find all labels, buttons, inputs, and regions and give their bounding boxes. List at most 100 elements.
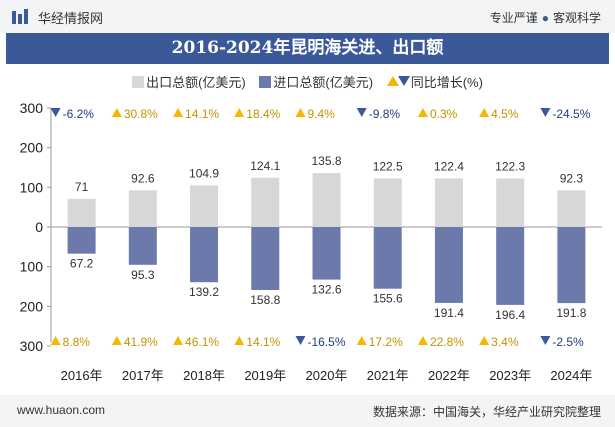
export-growth-down-arrow-icon <box>50 108 61 117</box>
import-growth-label: 17.2% <box>369 335 403 349</box>
export-growth-up-arrow-icon <box>295 108 306 117</box>
slogan-objective: 客观科学 <box>552 11 601 25</box>
import-bar <box>67 227 96 254</box>
import-value-label: 155.6 <box>373 292 403 306</box>
export-value-label: 122.4 <box>434 159 464 173</box>
export-growth-up-arrow-icon <box>111 108 122 117</box>
import-value-label: 67.2 <box>70 257 94 271</box>
y-tick-label: 200 <box>20 140 44 156</box>
chart-plot: 300 200 100 0 100 200 300 71 67.2 2016年 -6.2% 8.8% 9… <box>20 100 602 383</box>
import-bar <box>373 227 402 289</box>
export-growth-down-arrow-icon <box>540 108 551 117</box>
import-bar <box>434 227 463 303</box>
chart-legend: 出口总额(亿美元) 进口总额(亿美元) 同比增长(%) <box>0 72 615 94</box>
x-tick-label: 2017年 <box>122 368 164 383</box>
export-bar <box>496 178 525 227</box>
export-growth-label: 4.5% <box>491 107 519 121</box>
site-name: 华经情报网 <box>38 11 104 26</box>
x-tick-label: 2020年 <box>306 368 348 383</box>
export-growth-label: -6.2% <box>63 107 95 121</box>
import-growth-label: 14.1% <box>246 335 280 349</box>
import-bar <box>557 227 586 304</box>
y-tick-label: 300 <box>20 338 44 354</box>
import-bar <box>496 227 525 305</box>
export-bar <box>434 178 463 227</box>
import-growth-label: 46.1% <box>185 335 219 349</box>
legend-export: 出口总额(亿美元) <box>132 72 246 91</box>
slogan: 专业严谨 ● 客观科学 <box>490 9 601 26</box>
x-tick-label: 2021年 <box>367 368 409 383</box>
import-growth-label: 8.8% <box>63 335 91 349</box>
y-tick-label: 300 <box>20 100 44 116</box>
legend-export-swatch <box>132 76 145 88</box>
import-growth-up-arrow-icon <box>356 336 367 345</box>
huajing-logo-icon <box>12 9 28 24</box>
import-value-label: 139.2 <box>189 285 219 299</box>
export-growth-label: 14.1% <box>185 107 219 121</box>
export-value-label: 104.9 <box>189 166 219 180</box>
export-value-label: 92.6 <box>131 171 155 185</box>
footer-source: 数据来源：中国海关，华经产业研究院整理 <box>372 405 601 419</box>
import-growth-up-arrow-icon <box>111 336 122 345</box>
import-growth-up-arrow-icon <box>479 336 490 345</box>
header-bar: 华经情报网 专业严谨 ● 客观科学 <box>0 0 615 33</box>
export-bar <box>312 173 341 227</box>
export-growth-up-arrow-icon <box>479 108 490 117</box>
y-tick-label: 0 <box>35 219 43 235</box>
legend-export-label: 出口总额(亿美元) <box>146 75 246 90</box>
export-growth-down-arrow-icon <box>356 108 367 117</box>
x-tick-label: 2022年 <box>428 368 470 383</box>
chart-title: 2016-2024年昆明海关进、出口额 <box>6 33 609 64</box>
y-tick-label: 100 <box>20 179 44 195</box>
export-bar <box>128 190 157 227</box>
legend-down-triangle-icon <box>397 76 410 86</box>
import-bar <box>128 227 157 265</box>
import-bar <box>251 227 280 290</box>
slogan-separator: ● <box>541 11 549 25</box>
import-growth-up-arrow-icon <box>173 336 184 345</box>
y-tick-label: 100 <box>20 259 44 275</box>
import-growth-label: -2.5% <box>552 335 584 349</box>
export-bar <box>67 198 96 227</box>
export-value-label: 71 <box>75 180 89 194</box>
export-value-label: 122.3 <box>495 159 525 173</box>
import-value-label: 132.6 <box>311 283 341 297</box>
y-tick-label: 200 <box>20 298 44 314</box>
legend-import-swatch <box>259 76 272 88</box>
import-growth-up-arrow-icon <box>417 336 428 345</box>
import-growth-label: 22.8% <box>430 335 464 349</box>
import-growth-label: -16.5% <box>308 335 346 349</box>
x-tick-label: 2018年 <box>183 368 225 383</box>
x-tick-label: 2024年 <box>550 368 592 383</box>
import-value-label: 95.3 <box>131 268 155 282</box>
x-tick-label: 2023年 <box>489 368 531 383</box>
export-bar <box>251 177 280 227</box>
export-value-label: 124.1 <box>250 159 280 173</box>
export-growth-up-arrow-icon <box>173 108 184 117</box>
export-growth-label: 18.4% <box>246 107 280 121</box>
export-growth-up-arrow-icon <box>234 108 245 117</box>
import-growth-label: 41.9% <box>124 335 158 349</box>
footer-url: www.huaon.com <box>17 403 106 417</box>
import-bar <box>312 227 341 280</box>
legend-up-triangle-icon <box>386 76 399 86</box>
legend-growth: 同比增长(%) <box>386 72 483 91</box>
import-growth-label: 3.4% <box>491 335 519 349</box>
legend-import-label: 进口总额(亿美元) <box>273 75 374 90</box>
import-value-label: 191.4 <box>434 306 464 320</box>
export-bar <box>557 190 586 227</box>
import-growth-up-arrow-icon <box>234 336 245 345</box>
legend-import: 进口总额(亿美元) <box>259 72 373 91</box>
export-bar <box>190 185 219 227</box>
export-value-label: 135.8 <box>311 154 341 168</box>
import-growth-down-arrow-icon <box>540 336 551 345</box>
import-value-label: 196.4 <box>495 308 525 322</box>
legend-growth-label: 同比增长(%) <box>410 75 483 90</box>
export-value-label: 92.3 <box>560 171 584 185</box>
x-tick-label: 2016年 <box>61 368 103 383</box>
export-growth-up-arrow-icon <box>417 108 428 117</box>
export-growth-label: -24.5% <box>552 107 590 121</box>
import-value-label: 191.8 <box>556 306 586 320</box>
x-tick-label: 2019年 <box>244 368 286 383</box>
slogan-professional: 专业严谨 <box>489 11 538 25</box>
